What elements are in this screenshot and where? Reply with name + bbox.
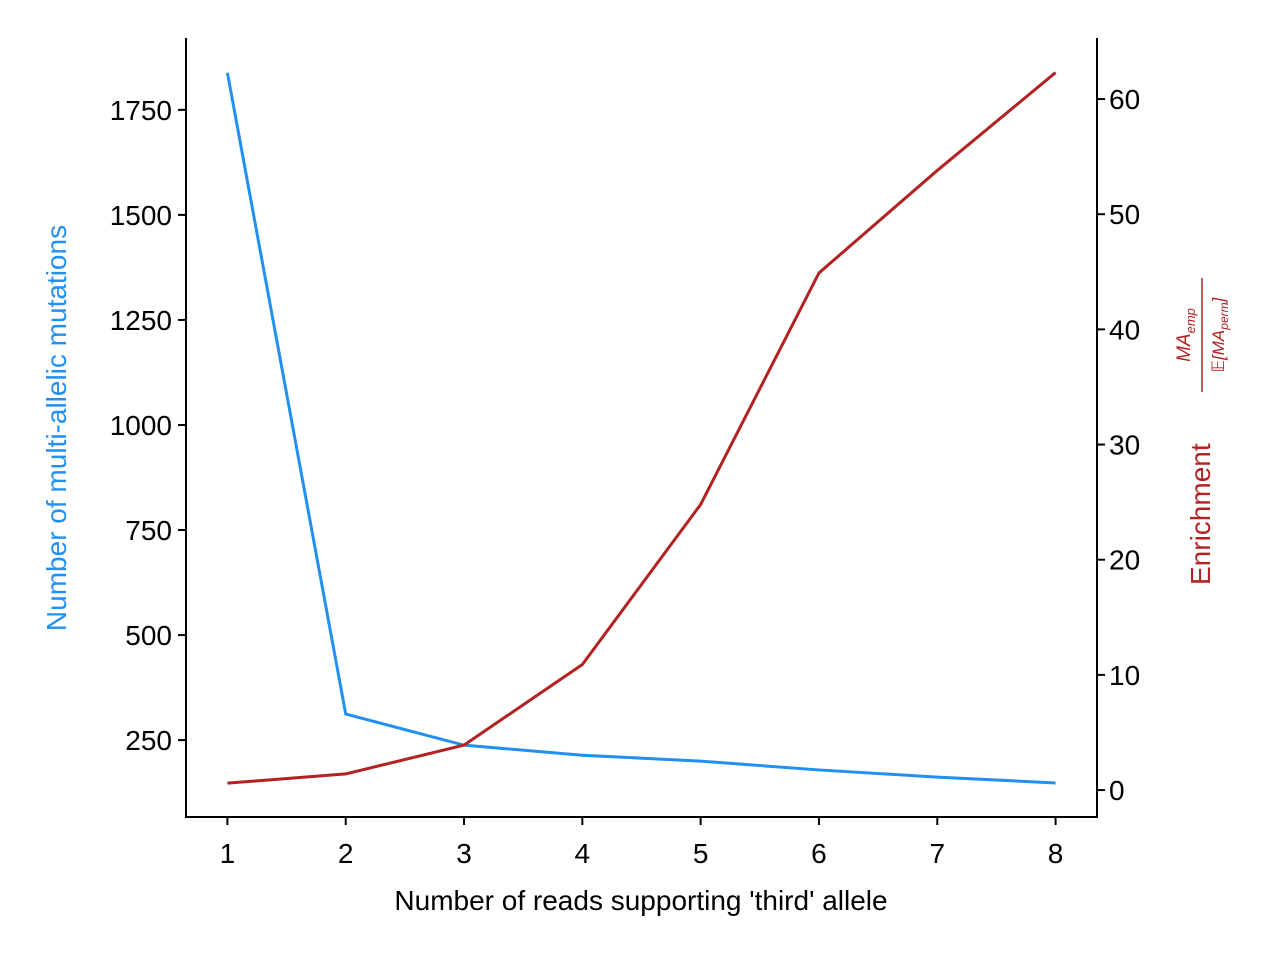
x-tick-label: 8 [1048,838,1064,869]
denominator-tail: ] [1209,296,1228,304]
y2-tick-label: 40 [1109,314,1140,345]
line [225,72,1056,785]
numerator-sub: emp [1183,308,1198,333]
y2-tick-label: 20 [1109,545,1140,576]
x-tick-label: 2 [338,838,354,869]
x-tick-label: 3 [456,838,472,869]
y2-tick-label: 0 [1109,775,1125,806]
y-tick-label: 1750 [110,95,172,126]
x-tick-label: 1 [220,838,236,869]
y2-tick-label: 10 [1109,660,1140,691]
y2-tick-label: 50 [1109,199,1140,230]
x-tick-label: 4 [575,838,591,869]
y-tick-label: 250 [125,725,172,756]
y-tick-label: 1500 [110,200,172,231]
line [227,71,1057,785]
y2-tick-label: 60 [1109,84,1140,115]
denominator-sub: perm [1217,302,1231,330]
y-tick-label: 750 [125,515,172,546]
y2-label-denominator: 𝔼[MAperm] [1209,296,1231,372]
x-tick-label: 6 [811,838,827,869]
numerator-base: MA [1174,333,1195,362]
y-tick-label: 1000 [110,410,172,441]
y-tick-label: 500 [125,620,172,651]
y-tick-label: 1250 [110,305,172,336]
x-tick-label: 7 [929,838,945,869]
y2-tick-label: 30 [1109,430,1140,461]
y-axis-label: Number of multi-allelic mutations [41,225,72,631]
denominator-base: 𝔼[MA [1209,330,1228,373]
y2-axis-label: Enrichment MAemp 𝔼[MAperm] [1174,278,1231,585]
x-axis-label: Number of reads supporting 'third' allel… [394,885,887,916]
x-tick-label: 5 [693,838,709,869]
y2-label-text: Enrichment [1185,443,1216,585]
y2-label-numerator: MAemp [1174,308,1198,362]
